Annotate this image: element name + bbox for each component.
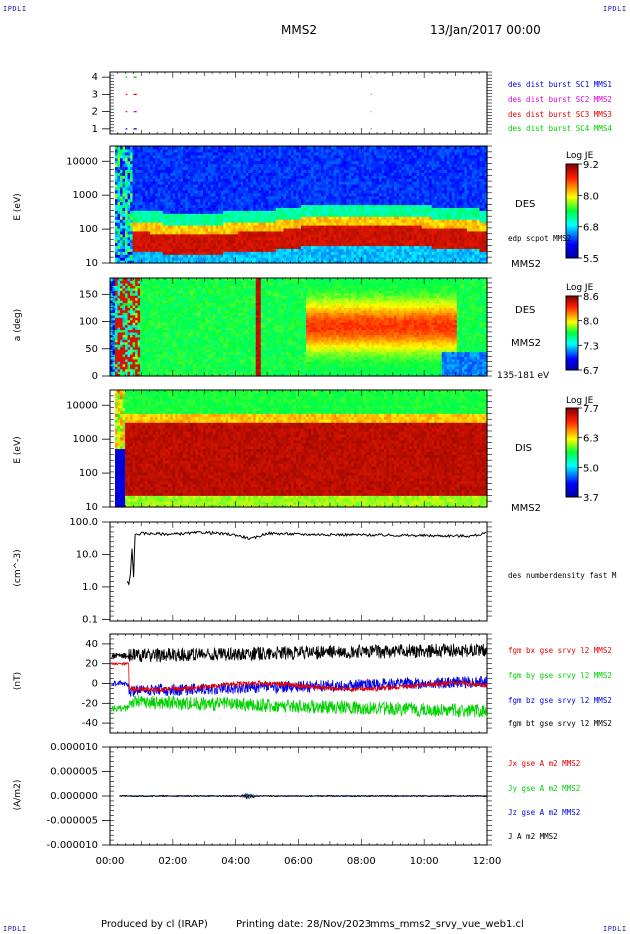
ytick-burst-3: 3 [92, 89, 98, 100]
ytick-burst-1: 1 [92, 124, 98, 135]
survey-plot: 123410100100010000 9.28.06.85.5050100150 8… [0, 0, 630, 934]
ytick-burst-4: 4 [92, 72, 98, 83]
panel-burst-flags [110, 72, 487, 134]
ytick-burst-2: 2 [92, 107, 98, 118]
